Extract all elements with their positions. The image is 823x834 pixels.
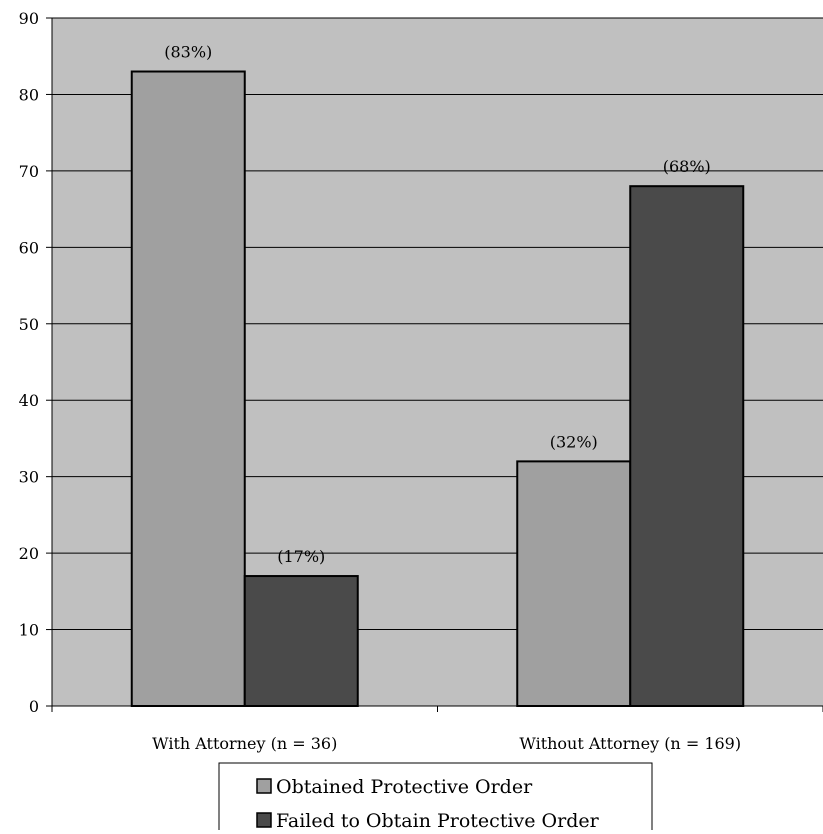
data-label: (17%): [277, 547, 325, 566]
legend-label: Failed to Obtain Protective Order: [276, 810, 600, 830]
labels: 0 10 20 30 40 50 60 70 80 90 (83%) (17%) With Attorn…: [19, 9, 741, 753]
y-tick-label: 60: [19, 238, 39, 257]
bars: [130, 70, 745, 707]
data-label: (68%): [663, 157, 711, 176]
y-tick-label: 0: [29, 697, 39, 716]
legend: Obtained Protective Order Failed to Obtai…: [218, 762, 653, 834]
y-tick-label: 70: [19, 162, 39, 181]
legend-swatch: [256, 812, 272, 828]
legend-box: [218, 762, 653, 834]
y-tick-label: 90: [19, 9, 39, 28]
bar: [130, 70, 246, 707]
legend-swatch: [256, 778, 272, 794]
bar: [516, 460, 632, 707]
data-label: (32%): [550, 432, 598, 451]
bar: [243, 575, 359, 707]
category-label: With Attorney (n = 36): [152, 734, 337, 753]
y-tick-label: 40: [19, 391, 39, 410]
y-tick-label: 20: [19, 544, 39, 563]
bar: [629, 185, 745, 707]
y-tick-label: 50: [19, 315, 39, 334]
y-tick-label: 10: [19, 621, 39, 640]
legend-label: Obtained Protective Order: [276, 776, 533, 798]
axes: [46, 17, 823, 712]
data-label: (83%): [164, 43, 212, 62]
category-label: Without Attorney (n = 169): [519, 734, 741, 753]
y-tick-label: 80: [19, 85, 39, 104]
y-tick-label: 30: [19, 468, 39, 487]
